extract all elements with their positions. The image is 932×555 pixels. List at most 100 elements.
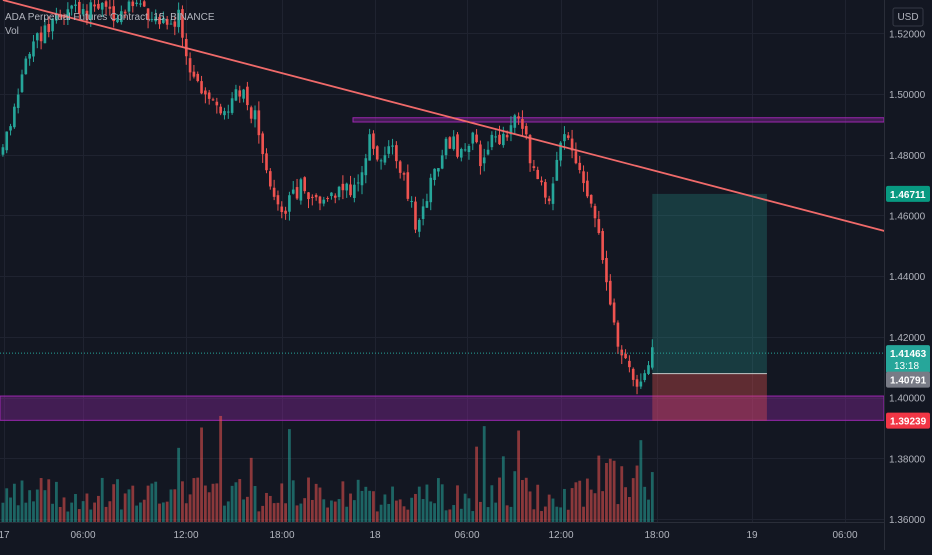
- candle-body[interactable]: [524, 126, 528, 135]
- candle-body[interactable]: [349, 184, 352, 196]
- candle-body[interactable]: [521, 118, 524, 129]
- candle-body[interactable]: [9, 126, 12, 131]
- candle-body[interactable]: [494, 136, 497, 138]
- candle-body[interactable]: [551, 183, 555, 204]
- candle-body[interactable]: [261, 133, 264, 155]
- candle-body[interactable]: [578, 162, 582, 171]
- candle-body[interactable]: [181, 9, 184, 38]
- candle-body[interactable]: [421, 206, 425, 219]
- candle-body[interactable]: [597, 219, 601, 233]
- candle-body[interactable]: [127, 1, 131, 12]
- candle-body[interactable]: [253, 110, 257, 120]
- candle-body[interactable]: [437, 168, 440, 172]
- candle-body[interactable]: [356, 182, 360, 184]
- candle-body[interactable]: [379, 160, 383, 162]
- candle-body[interactable]: [368, 134, 371, 161]
- candle-body[interactable]: [322, 199, 326, 204]
- candle-body[interactable]: [307, 192, 310, 200]
- candle-body[interactable]: [337, 186, 341, 198]
- candle-body[interactable]: [482, 157, 486, 164]
- resistance-zone[interactable]: [352, 117, 885, 123]
- candle-body[interactable]: [139, 3, 142, 5]
- candle-body[interactable]: [586, 180, 589, 197]
- candle-body[interactable]: [372, 133, 375, 149]
- candle-body[interactable]: [238, 90, 242, 97]
- candle-body[interactable]: [593, 206, 597, 219]
- candle-body[interactable]: [387, 146, 391, 154]
- candle-body[interactable]: [452, 136, 455, 150]
- candle-body[interactable]: [311, 196, 314, 198]
- candle-body[interactable]: [326, 198, 329, 200]
- candle-body[interactable]: [544, 182, 547, 198]
- candle-body[interactable]: [112, 6, 115, 22]
- candle-body[interactable]: [81, 9, 85, 15]
- candle-body[interactable]: [456, 134, 459, 157]
- candle-body[interactable]: [39, 32, 43, 42]
- candle-body[interactable]: [93, 4, 96, 7]
- candle-body[interactable]: [605, 258, 608, 283]
- candle-body[interactable]: [620, 349, 624, 356]
- candle-body[interactable]: [295, 187, 299, 199]
- candle-body[interactable]: [314, 194, 318, 198]
- candle-body[interactable]: [116, 19, 119, 23]
- candle-body[interactable]: [444, 138, 448, 156]
- candle-body[interactable]: [13, 106, 16, 128]
- candle-body[interactable]: [651, 347, 654, 368]
- candle-body[interactable]: [165, 19, 169, 25]
- candle-body[interactable]: [402, 173, 406, 175]
- candle-body[interactable]: [417, 219, 421, 232]
- candle-body[interactable]: [341, 183, 345, 191]
- candle-body[interactable]: [35, 33, 39, 41]
- candle-body[interactable]: [486, 149, 490, 155]
- candle-body[interactable]: [429, 177, 433, 203]
- candle-body[interactable]: [249, 107, 253, 119]
- candle-body[interactable]: [570, 138, 574, 151]
- candle-body[interactable]: [272, 187, 276, 197]
- candle-body[interactable]: [142, 1, 146, 7]
- candle-body[interactable]: [162, 17, 165, 23]
- position-stop-zone[interactable]: [652, 373, 767, 421]
- candle-body[interactable]: [574, 151, 578, 164]
- candle-body[interactable]: [66, 9, 70, 20]
- candle-body[interactable]: [265, 153, 268, 171]
- candle-body[interactable]: [440, 155, 444, 169]
- candle-body[interactable]: [536, 169, 540, 180]
- candle-body[interactable]: [100, 2, 104, 10]
- candle-body[interactable]: [425, 201, 429, 208]
- candle-body[interactable]: [490, 134, 494, 148]
- candle-body[interactable]: [460, 148, 463, 158]
- candle-body[interactable]: [624, 353, 627, 359]
- candle-body[interactable]: [471, 132, 475, 144]
- price-axis[interactable]: [884, 0, 932, 550]
- candle-body[interactable]: [398, 161, 402, 173]
- candle-body[interactable]: [223, 111, 226, 116]
- candle-body[interactable]: [375, 146, 379, 160]
- candle-body[interactable]: [230, 98, 234, 113]
- candle-body[interactable]: [207, 92, 211, 99]
- candle-body[interactable]: [612, 302, 616, 323]
- candle-body[interactable]: [158, 16, 161, 25]
- candle-body[interactable]: [70, 5, 73, 9]
- candle-body[interactable]: [467, 145, 471, 153]
- candle-body[interactable]: [177, 9, 180, 28]
- trendline[interactable]: [2, 0, 901, 237]
- candle-body[interactable]: [330, 192, 333, 197]
- candle-body[interactable]: [78, 1, 81, 14]
- candle-body[interactable]: [200, 81, 203, 94]
- candle-body[interactable]: [547, 198, 551, 202]
- candle-body[interactable]: [647, 365, 650, 374]
- candle-body[interactable]: [628, 360, 631, 368]
- candle-body[interactable]: [643, 373, 646, 381]
- candle-body[interactable]: [433, 168, 436, 180]
- candle-body[interactable]: [1, 147, 5, 155]
- candle-body[interactable]: [257, 110, 261, 136]
- candle-body[interactable]: [32, 41, 35, 57]
- candle-body[interactable]: [85, 10, 89, 21]
- candle-body[interactable]: [395, 145, 398, 162]
- candle-body[interactable]: [242, 89, 245, 99]
- candle-body[interactable]: [62, 16, 66, 18]
- candle-body[interactable]: [169, 23, 173, 25]
- candle-body[interactable]: [559, 142, 562, 161]
- candle-body[interactable]: [135, 2, 138, 4]
